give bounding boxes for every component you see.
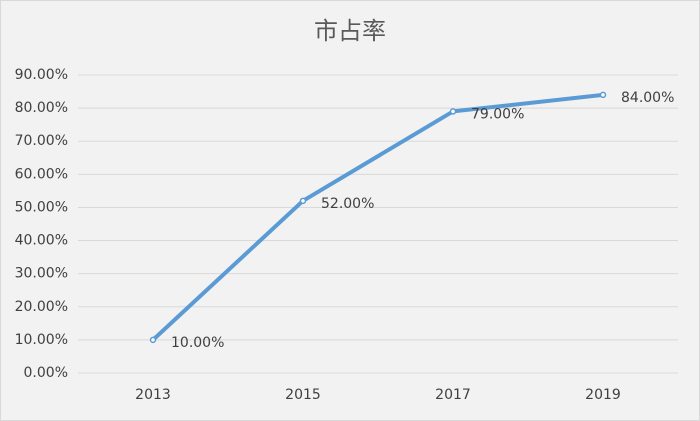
chart-title: 市占率 [314, 17, 386, 45]
x-tick-label: 2019 [585, 387, 621, 403]
data-point [449, 108, 457, 115]
y-tick-label: 30.00% [15, 266, 68, 282]
data-label: 79.00% [471, 106, 524, 122]
data-label: 52.00% [321, 196, 374, 212]
data-label: 10.00% [171, 335, 224, 351]
y-tick-label: 80.00% [15, 100, 68, 116]
x-tick-label: 2017 [435, 387, 471, 403]
y-tick-label: 50.00% [15, 199, 68, 215]
y-tick-label: 90.00% [15, 67, 68, 83]
x-tick-label: 2013 [135, 387, 171, 403]
y-tick-label: 40.00% [15, 233, 68, 249]
data-point [299, 197, 307, 205]
y-tick-label: 60.00% [15, 166, 68, 182]
y-tick-label: 20.00% [15, 299, 68, 315]
data-label: 84.00% [621, 90, 674, 106]
y-tick-label: 0.00% [24, 365, 68, 381]
data-point [149, 336, 157, 344]
line-series [151, 92, 604, 342]
y-tick-label: 70.00% [15, 133, 68, 149]
y-tick-label: 10.00% [15, 332, 68, 348]
x-tick-label: 2015 [285, 387, 321, 403]
data-point [599, 91, 607, 99]
